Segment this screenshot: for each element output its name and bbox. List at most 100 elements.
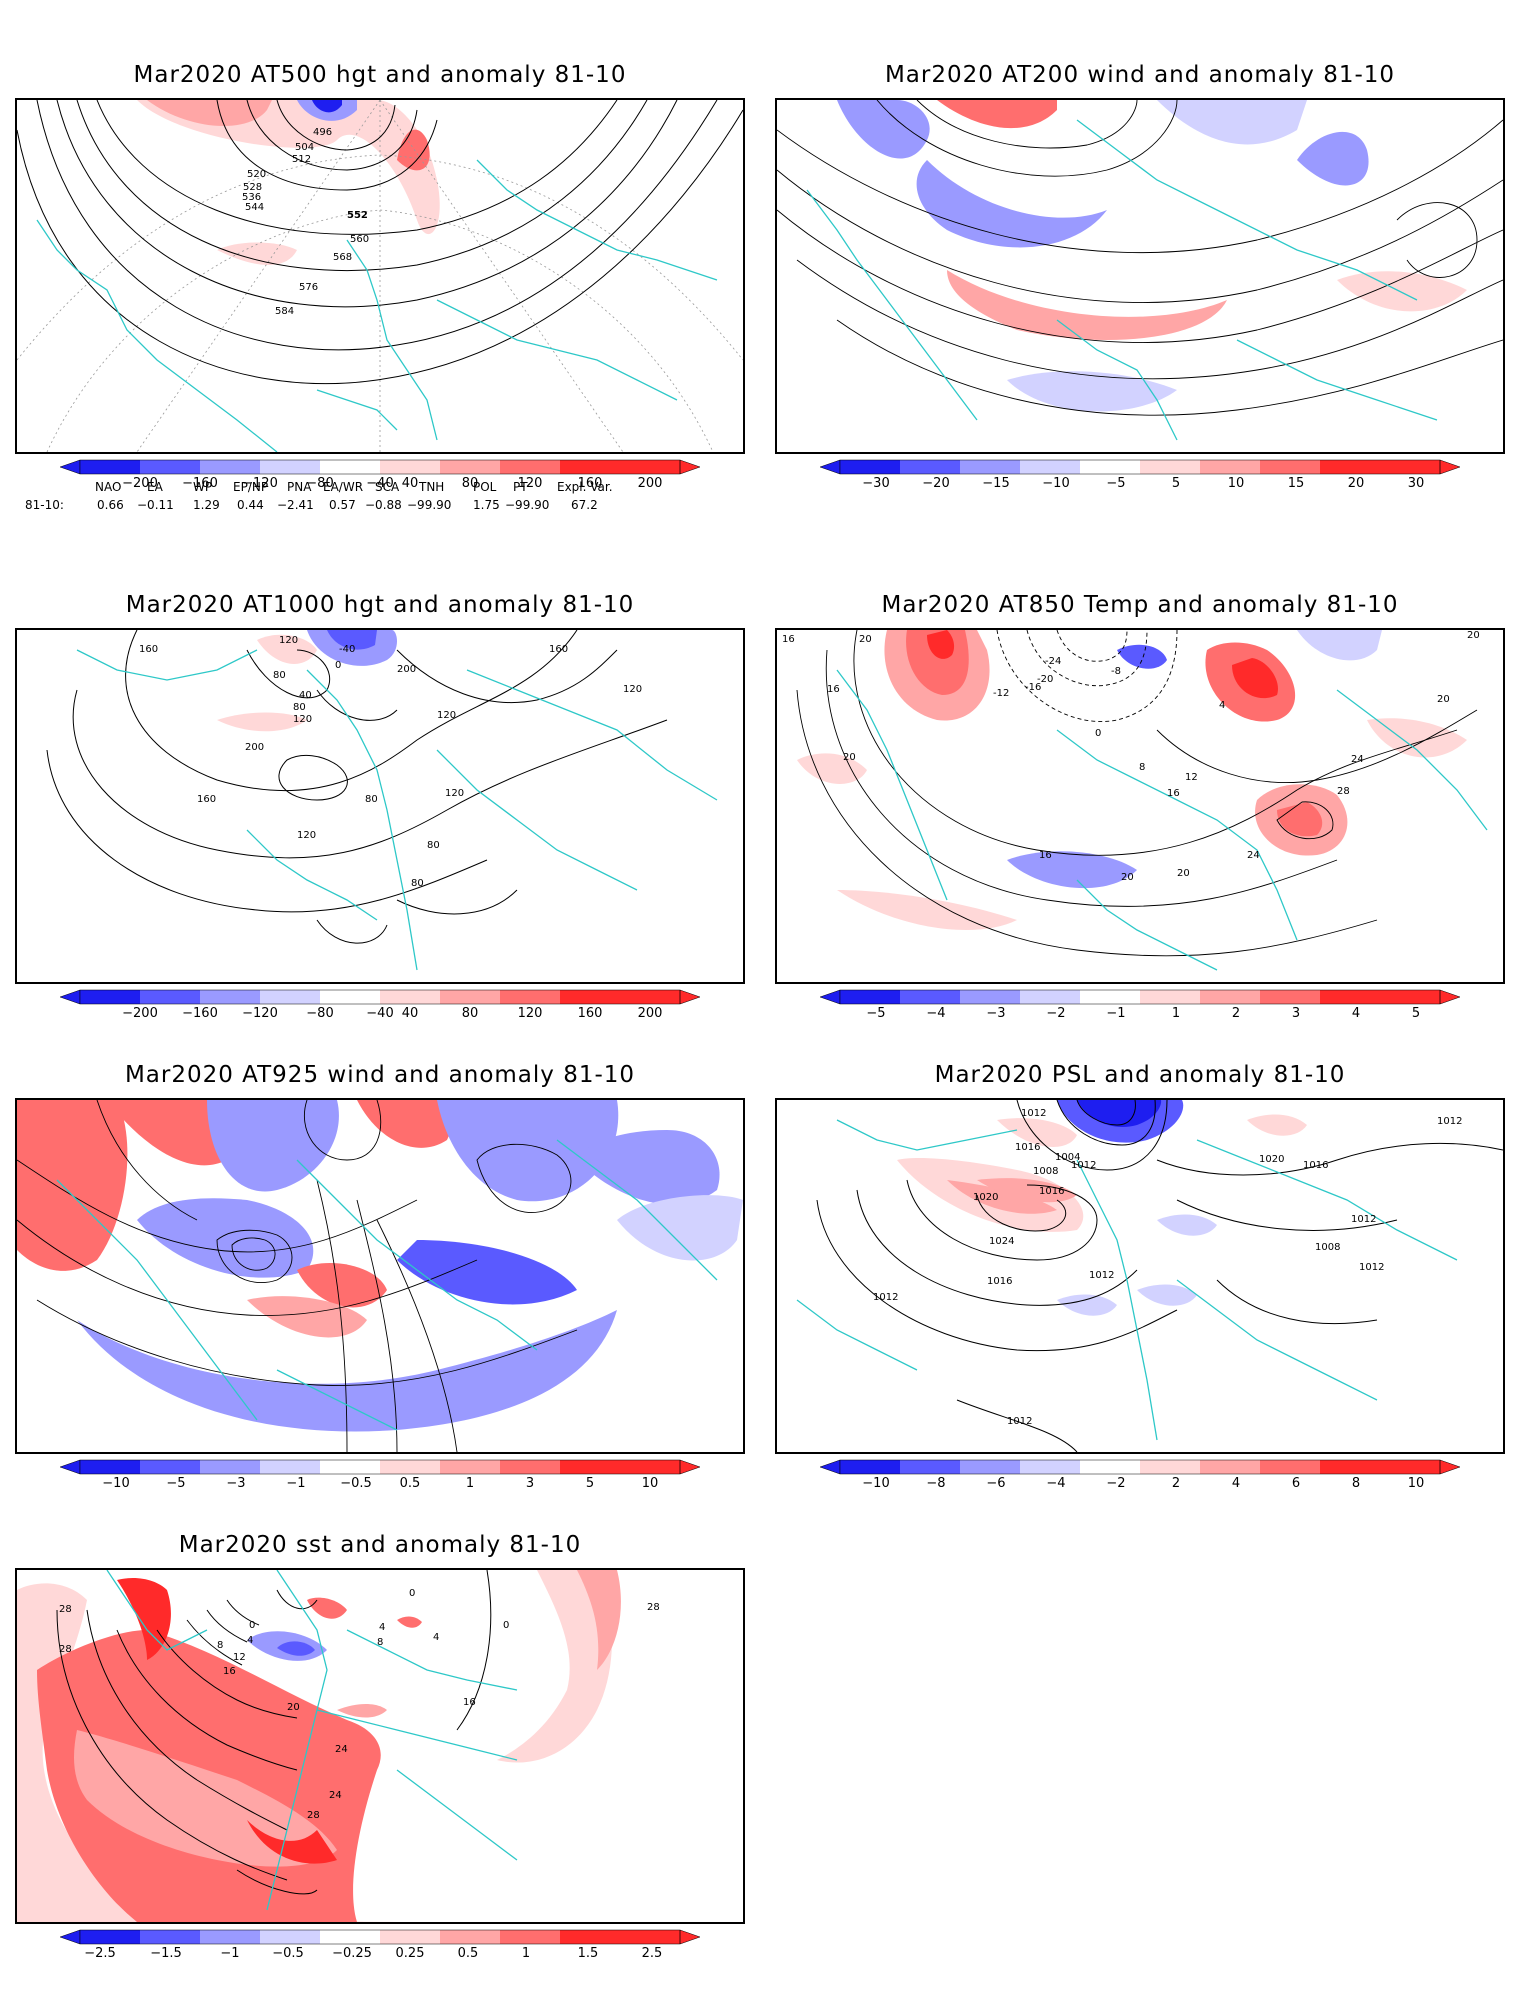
colorbar-tick: −40 xyxy=(366,1006,394,1021)
colorbar-tick: 5 xyxy=(1411,1006,1421,1021)
map-frame: 496 504 512 520 528 536 544 552 560 568 … xyxy=(15,98,745,454)
contour-label: 4 xyxy=(1219,700,1225,711)
contour-label: 1024 xyxy=(989,1236,1014,1247)
contour-label: 4 xyxy=(433,1632,439,1643)
contour-label: 20 xyxy=(1121,872,1134,883)
contour-label: 120 xyxy=(623,684,642,695)
contour-label: 28 xyxy=(647,1602,660,1613)
index-name: EA/WR xyxy=(323,480,364,494)
contour-label: 1016 xyxy=(1039,1186,1064,1197)
index-value: 67.2 xyxy=(571,498,598,512)
colorbar-tick: 10 xyxy=(1407,1476,1425,1491)
colorbar-tick: 5 xyxy=(585,1476,595,1491)
contour-label: 504 xyxy=(295,142,314,153)
contour-label: 576 xyxy=(299,282,318,293)
colorbar-tick: −4 xyxy=(926,1006,946,1021)
colorbar-tick: −200 xyxy=(122,1006,158,1021)
colorbar: −5 −4 −3 −2 −1 1 2 3 4 5 xyxy=(819,989,1461,1030)
contour-label: 80 xyxy=(411,878,424,889)
colorbar-tick: 10 xyxy=(1227,476,1245,491)
colorbar-tick: −15 xyxy=(982,476,1010,491)
contour-label: 1016 xyxy=(1303,1160,1328,1171)
colorbar-tick: −0.5 xyxy=(340,1476,372,1491)
map-frame xyxy=(775,98,1505,454)
colorbar-tick: −1.5 xyxy=(150,1946,182,1961)
map-frame: 28 28 0 4 8 12 16 20 24 28 0 4 8 4 0 16 … xyxy=(15,1568,745,1924)
colorbar-tick: 2 xyxy=(1231,1006,1241,1021)
colorbar: −2.5 −1.5 −1 −0.5 −0.25 0.25 0.5 1 1.5 2… xyxy=(59,1929,701,1970)
contour-label: 8 xyxy=(377,1637,383,1648)
colorbar-tick: 1 xyxy=(1171,1006,1181,1021)
contour-label: 120 xyxy=(445,788,464,799)
colorbar-tick: 120 xyxy=(517,476,543,491)
colorbar-swatches xyxy=(819,1459,1461,1475)
contour-label: 80 xyxy=(365,794,378,805)
index-name: TNH xyxy=(419,480,445,494)
contour-label: 1012 xyxy=(873,1292,898,1303)
colorbar-tick: −80 xyxy=(306,1006,334,1021)
colorbar-tick: 3 xyxy=(1291,1006,1301,1021)
map-frame xyxy=(15,1098,745,1454)
contour-label: 28 xyxy=(1337,786,1350,797)
contour-label: 552 xyxy=(347,210,368,221)
index-name: EP/NP xyxy=(233,480,269,494)
index-name: EA xyxy=(147,480,163,494)
contour-label: 568 xyxy=(333,252,352,263)
colorbar-tick: −1 xyxy=(220,1946,240,1961)
colorbar-tick: −0.25 xyxy=(332,1946,372,1961)
colorbar-tick: −3 xyxy=(986,1006,1006,1021)
index-value: −99.90 xyxy=(407,498,452,512)
colorbar-tick: −5 xyxy=(166,1476,186,1491)
colorbar: −10 −8 −6 −4 −2 2 4 6 8 10 xyxy=(819,1459,1461,1500)
panel-title: Mar2020 sst and anomaly 81-10 xyxy=(178,1532,582,1558)
colorbar: −30 −20 −15 −10 −5 5 10 15 20 30 xyxy=(819,459,1461,500)
colorbar-tick: 40 xyxy=(401,1006,419,1021)
index-name: PNA xyxy=(287,480,312,494)
panel-at925: Mar2020 AT925 wind and anomaly 81-10 xyxy=(0,1060,760,1500)
index-value: 1.29 xyxy=(193,498,220,512)
colorbar-tick: −5 xyxy=(1106,476,1126,491)
contour-label: 1012 xyxy=(1089,1270,1114,1281)
contour-label: 200 xyxy=(397,664,416,675)
contour-label: 1012 xyxy=(1071,1160,1096,1171)
map-frame: 1012 1016 1004 1008 1012 1016 1020 1024 … xyxy=(775,1098,1505,1454)
panel-at1000: Mar2020 AT1000 hgt and anomaly 81-10 xyxy=(0,590,760,1030)
index-value: 0.44 xyxy=(237,498,264,512)
contour-label: 1012 xyxy=(1437,1116,1462,1127)
colorbar-tick: 160 xyxy=(577,476,603,491)
colorbar-tick: 0.5 xyxy=(457,1946,479,1961)
contour-label: 28 xyxy=(307,1810,320,1821)
row-label: 81-10: xyxy=(25,498,64,512)
colorbar-tick: −4 xyxy=(1046,1476,1066,1491)
colorbar-tick: 5 xyxy=(1171,476,1181,491)
contour-label: 560 xyxy=(350,234,369,245)
map-at200 xyxy=(777,100,1503,441)
colorbar-tick: −200 xyxy=(122,476,158,491)
contour-label: 1008 xyxy=(1315,1242,1340,1253)
contour-label: 584 xyxy=(275,306,294,317)
map-sst: 28 28 0 4 8 12 16 20 24 28 0 4 8 4 0 16 … xyxy=(17,1570,660,1922)
colorbar-swatches xyxy=(59,1929,701,1945)
colorbar-swatches xyxy=(819,459,1461,475)
contour-label: 528 xyxy=(243,182,262,193)
colorbar-swatches xyxy=(59,459,701,475)
contour-label: -24 xyxy=(1045,656,1061,667)
contour-label: 20 xyxy=(1467,630,1480,641)
contour-label: 24 xyxy=(1247,850,1260,861)
colorbar-tick: −160 xyxy=(182,1006,218,1021)
contour-label: 0 xyxy=(409,1588,415,1599)
contour-label: 512 xyxy=(292,154,311,165)
index-name: PT xyxy=(513,480,528,494)
contour-label: -8 xyxy=(1111,666,1121,677)
colorbar-tick: −2.5 xyxy=(84,1946,116,1961)
contour-label: 1012 xyxy=(1021,1108,1046,1119)
contour-label: 20 xyxy=(1177,868,1190,879)
index-name: POL xyxy=(473,480,497,494)
colorbar-tick: −1 xyxy=(1106,1006,1126,1021)
contour-label: 1016 xyxy=(1015,1142,1040,1153)
colorbar: −10 −5 −3 −1 −0.5 0.5 1 3 5 10 xyxy=(59,1459,701,1500)
index-name: NAO xyxy=(95,480,122,494)
contour-label: 16 xyxy=(1039,850,1052,861)
contour-label: 16 xyxy=(782,634,795,645)
colorbar-tick: 20 xyxy=(1347,476,1365,491)
